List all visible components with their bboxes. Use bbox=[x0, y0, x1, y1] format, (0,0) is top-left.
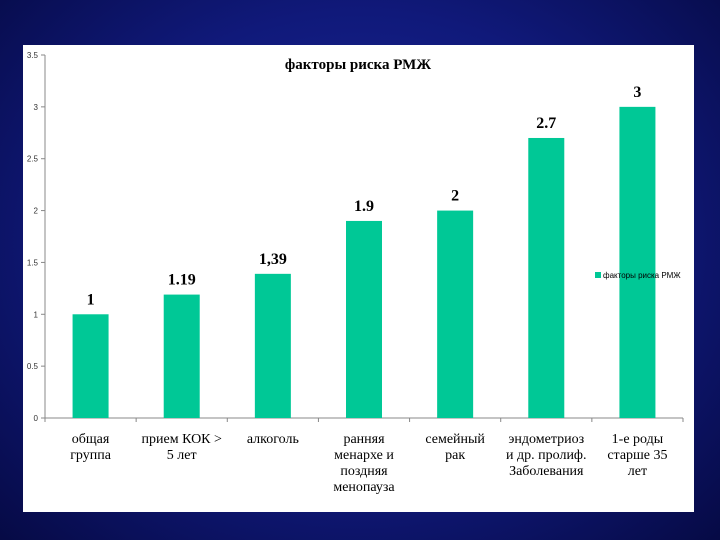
data-label: 1.9 bbox=[354, 198, 374, 215]
chart-panel: 0 0.5 1 1.5 2 2.5 3 3.5 1 1.19 1,39 1.9 2 2.7 3 общая… bbox=[23, 45, 694, 512]
data-label: 1.19 bbox=[168, 272, 196, 289]
y-axis: 0 0.5 1 1.5 2 2.5 3 3.5 bbox=[27, 51, 684, 423]
category-label-line: 1-е роды bbox=[612, 432, 664, 447]
category-label: общая группа bbox=[70, 432, 112, 463]
category-label: алкоголь bbox=[247, 432, 299, 447]
y-tick-label: 0.5 bbox=[27, 362, 39, 371]
category-label: 1-е роды старше 35 лет bbox=[607, 432, 667, 479]
y-tick-label: 2 bbox=[34, 207, 39, 216]
y-tick-label: 1.5 bbox=[27, 258, 39, 267]
category-label: прием КОК >5 лет bbox=[142, 432, 222, 463]
legend-label: факторы риска РМЖ bbox=[603, 271, 681, 280]
legend: факторы риска РМЖ bbox=[595, 271, 681, 280]
category-label: семейный рак bbox=[425, 432, 485, 463]
category-label-line: и др. пролиф. bbox=[506, 448, 586, 463]
category-label-line: лет bbox=[628, 464, 647, 479]
y-tick-label: 1 bbox=[34, 310, 39, 319]
data-labels: 1 1.19 1,39 1.9 2 2.7 3 bbox=[87, 84, 642, 308]
bar bbox=[437, 210, 474, 418]
category-label-line: прием КОК > bbox=[142, 432, 222, 447]
category-label: ранняя менархе и поздняя менопауза bbox=[333, 432, 395, 495]
category-label-line: поздняя bbox=[340, 464, 388, 479]
data-label: 1 bbox=[87, 291, 95, 308]
data-label: 3 bbox=[633, 84, 641, 101]
bar bbox=[72, 314, 109, 418]
bar bbox=[254, 273, 291, 418]
category-label: эндометриоз и др. пролиф. Заболевания bbox=[506, 432, 586, 479]
category-label-line: рак bbox=[445, 448, 465, 463]
data-label: 2.7 bbox=[536, 115, 556, 132]
bar bbox=[163, 294, 200, 418]
data-label: 1,39 bbox=[259, 251, 287, 268]
category-label-line: общая bbox=[72, 432, 110, 447]
category-label-line: группа bbox=[70, 448, 112, 463]
category-label-line: Заболевания bbox=[509, 464, 584, 479]
y-tick-label: 3 bbox=[34, 103, 39, 112]
chart-title: факторы риска РМЖ bbox=[285, 57, 431, 73]
bar-chart: 0 0.5 1 1.5 2 2.5 3 3.5 1 1.19 1,39 1.9 2 2.7 3 общая… bbox=[27, 51, 684, 495]
category-label-line: старше 35 bbox=[607, 448, 667, 463]
y-tick-label: 3.5 bbox=[27, 51, 39, 60]
category-label-line: ранняя bbox=[343, 432, 385, 447]
legend-swatch bbox=[595, 272, 601, 278]
bars bbox=[72, 106, 656, 418]
bar bbox=[619, 106, 656, 418]
category-label-line: эндометриоз bbox=[508, 432, 584, 447]
bar bbox=[528, 137, 565, 418]
category-label-line: алкоголь bbox=[247, 432, 299, 447]
category-label-line: 5 лет bbox=[167, 448, 197, 463]
category-label-line: семейный bbox=[425, 432, 485, 447]
y-tick-label: 0 bbox=[34, 414, 39, 423]
y-tick-label: 2.5 bbox=[27, 155, 39, 164]
data-label: 2 bbox=[451, 188, 459, 205]
category-labels: общая группа прием КОК >5 лет алкоголь рання… bbox=[70, 432, 667, 495]
category-label-line: менопауза bbox=[333, 480, 395, 495]
bar bbox=[346, 220, 382, 418]
category-label-line: менархе и bbox=[334, 448, 394, 463]
